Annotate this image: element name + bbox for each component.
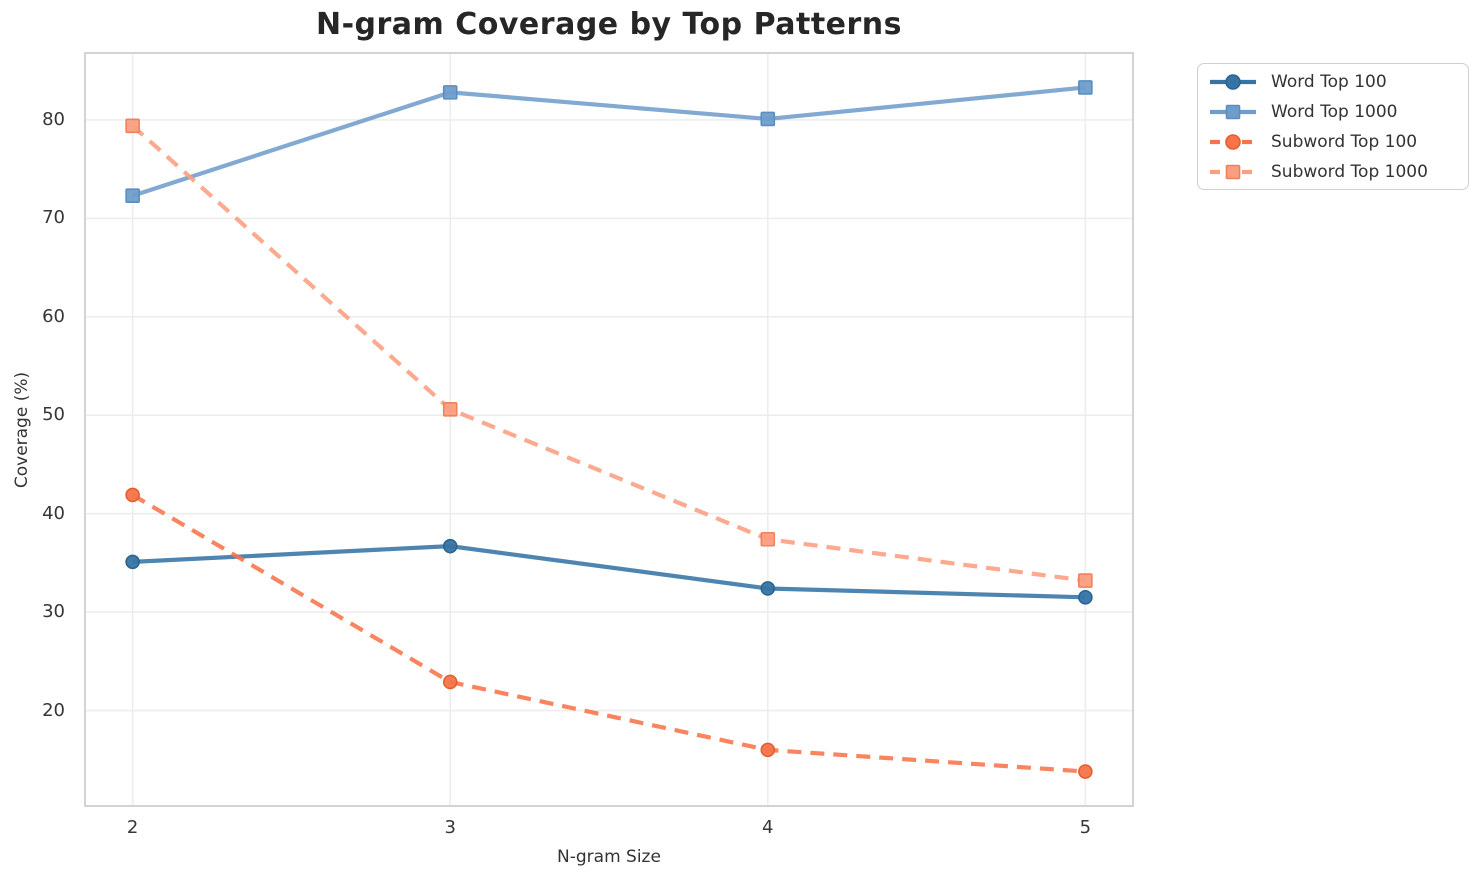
y-tick-label: 80 [42, 108, 65, 130]
data-point-marker [760, 581, 776, 596]
data-point-marker [125, 188, 140, 204]
data-point-marker [760, 111, 776, 127]
legend-item-label: Word Top 1000 [1271, 102, 1398, 122]
legend-item-1: Word Top 1000 [1208, 97, 1458, 127]
y-axis-label: Coverage (%) [12, 371, 32, 489]
data-point-marker [125, 487, 140, 503]
y-tick-label: 30 [42, 601, 65, 623]
legend-item-label: Subword Top 100 [1271, 132, 1418, 152]
legend-sample-solid-line-icon [1210, 74, 1256, 90]
y-tick-label: 20 [42, 699, 65, 721]
legend-item-0: Word Top 100 [1208, 67, 1458, 97]
series-line-1 [131, 85, 1086, 198]
legend-item-label: Subword Top 1000 [1271, 162, 1428, 182]
legend-item-label: Word Top 100 [1271, 72, 1387, 92]
legend-item-2: Subword Top 100 [1208, 127, 1458, 157]
legend-item-3: Subword Top 1000 [1208, 157, 1458, 187]
legend-sample-solid-line-icon [1210, 104, 1256, 120]
data-point-marker [760, 742, 776, 758]
legend-sample-dashed-line-icon [1210, 134, 1256, 150]
data-point-marker [1078, 573, 1093, 588]
y-tick-label: 60 [42, 305, 65, 327]
y-tick-label: 50 [42, 404, 65, 426]
x-tick-label: 5 [1079, 817, 1092, 838]
data-point-marker [125, 554, 140, 570]
series-line-3 [131, 124, 1086, 583]
data-point-marker [760, 531, 776, 547]
data-point-marker [442, 674, 458, 690]
data-point-marker [125, 118, 140, 134]
data-point-marker [442, 85, 458, 100]
series-line-0 [132, 544, 1086, 600]
square-marker-icon [1225, 164, 1241, 180]
data-point-marker [442, 402, 458, 417]
chart-title: N-gram Coverage by Top Patterns [315, 7, 903, 42]
circle-marker-icon [1225, 74, 1241, 90]
legend-sample-dashed-line-icon [1210, 164, 1256, 180]
y-tick-label: 70 [42, 207, 65, 229]
data-point-marker [442, 538, 458, 554]
square-marker-icon [1225, 104, 1241, 120]
data-point-marker [1078, 80, 1093, 95]
legend: Word Top 100 Word Top 1000 Subword Top 100… [1197, 63, 1469, 190]
circle-marker-icon [1225, 134, 1241, 150]
x-tick-label: 3 [444, 817, 456, 838]
plot-border [84, 52, 1134, 807]
series-line-2 [131, 493, 1086, 774]
x-tick-label: 4 [762, 817, 774, 838]
data-point-marker [1078, 590, 1093, 605]
data-point-marker [1078, 764, 1093, 779]
x-axis-label: N-gram Size [557, 847, 661, 867]
x-tick-label: 2 [126, 817, 139, 838]
y-tick-label: 40 [42, 502, 65, 524]
